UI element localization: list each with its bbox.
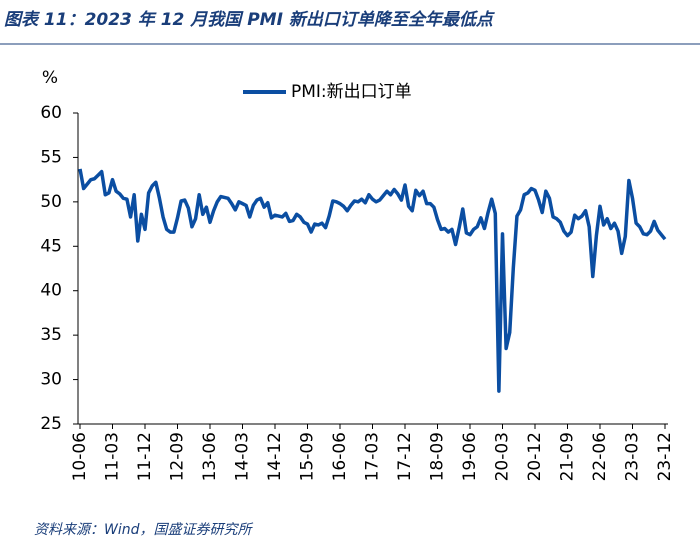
x-tick-label: 18-09 xyxy=(428,432,448,481)
x-tick-label: 20-03 xyxy=(493,432,513,481)
y-tick-label: 55 xyxy=(40,147,62,167)
x-tick-label: 11-12 xyxy=(135,432,155,481)
x-tick-label: 17-03 xyxy=(363,432,383,481)
x-tick-label: 11-03 xyxy=(103,432,123,481)
x-tick-label: 13-06 xyxy=(200,432,220,481)
y-tick-label: 35 xyxy=(40,325,62,345)
y-tick-label: 40 xyxy=(40,281,62,301)
x-tick-label: 12-09 xyxy=(168,432,188,481)
x-tick-label: 10-06 xyxy=(70,432,90,481)
x-tick-label: 23-12 xyxy=(655,432,675,481)
x-tick-label: 14-03 xyxy=(233,432,253,481)
x-tick-label: 19-06 xyxy=(460,432,480,481)
x-tick-label: 15-09 xyxy=(298,432,318,481)
chart-title: 图表 11：2023 年 12 月我国 PMI 新出口订单降至全年最低点 xyxy=(4,10,496,30)
y-tick-label: 45 xyxy=(40,236,62,256)
x-tick-label: 23-03 xyxy=(623,432,643,481)
y-tick-label: 25 xyxy=(40,414,62,434)
x-tick-label: 22-06 xyxy=(590,432,610,481)
x-tick-label: 14-12 xyxy=(265,432,285,481)
y-tick-label: 50 xyxy=(40,192,62,212)
source-note: 资料来源：Wind，国盛证券研究所 xyxy=(34,522,253,538)
y-tick-label: 30 xyxy=(40,370,62,390)
x-tick-label: 17-12 xyxy=(395,432,415,481)
x-tick-label: 20-12 xyxy=(525,432,545,481)
x-tick-label: 21-09 xyxy=(558,432,578,481)
legend-label: PMI:新出口订单 xyxy=(291,82,412,102)
y-unit: % xyxy=(42,68,58,88)
x-tick-label: 16-06 xyxy=(330,432,350,481)
data-line xyxy=(78,168,667,393)
y-tick-label: 60 xyxy=(40,103,62,123)
